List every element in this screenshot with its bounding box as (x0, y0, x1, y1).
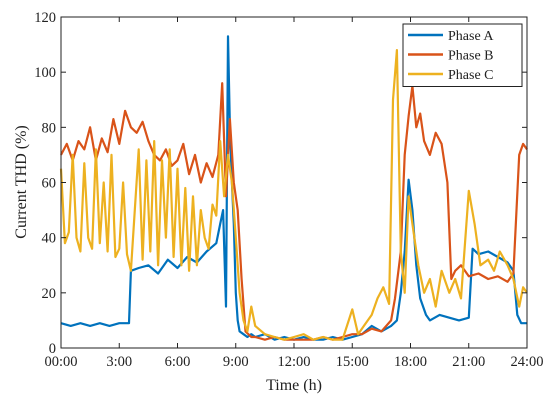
legend: Phase A Phase B Phase C (402, 23, 523, 87)
x-tick-label: 12:00 (277, 354, 310, 370)
series-line-3 (59, 48, 528, 341)
y-tick-label: 0 (49, 341, 56, 357)
legend-label: Phase C (448, 68, 494, 83)
y-tick-label: 40 (42, 231, 57, 247)
x-tick-label: 9:00 (223, 354, 249, 370)
x-tick-label: 15:00 (336, 354, 369, 370)
y-tick-label: 120 (34, 10, 56, 26)
x-tick-label: 21:00 (452, 354, 485, 370)
legend-label: Phase A (448, 29, 494, 44)
x-tick-label: 3:00 (106, 354, 132, 370)
y-tick-label: 20 (42, 286, 57, 302)
x-tick-label: 00:00 (44, 354, 77, 370)
y-axis-label: Current THD (%) (13, 125, 30, 238)
y-tick-label: 60 (42, 176, 57, 192)
series-layer (59, 35, 528, 341)
x-tick-label: 6:00 (165, 354, 191, 370)
series-line-2 (60, 82, 528, 341)
ticks-layer: 00:00 3:00 6:00 9:00 12:00 15:00 18:00 21:00 24:… (34, 10, 543, 370)
x-axis-label: Time (h) (266, 377, 322, 394)
legend-label: Phase B (448, 49, 494, 64)
x-tick-label: 24:00 (510, 354, 543, 370)
y-tick-label: 100 (34, 65, 56, 81)
x-tick-label: 18:00 (394, 354, 427, 370)
y-tick-label: 80 (42, 120, 57, 136)
